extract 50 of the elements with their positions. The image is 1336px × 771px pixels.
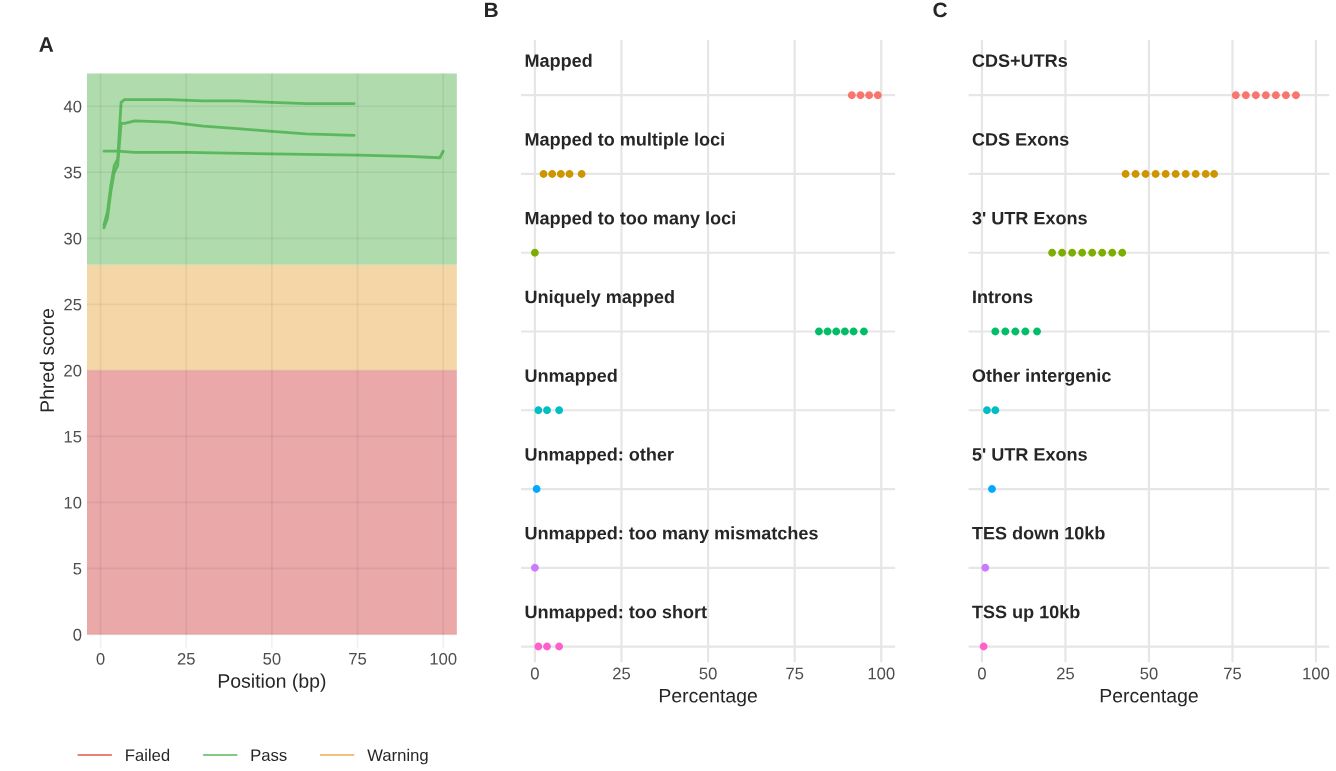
category-label: Mapped to too many loci — [525, 211, 735, 229]
y-tick-label: 10 — [64, 496, 82, 509]
category-label: CDS+UTRs — [972, 54, 1068, 67]
legend-label: Failed — [126, 748, 170, 762]
category-label: Uniquely mapped — [525, 290, 674, 307]
category-label: Unmapped: other — [525, 447, 674, 465]
category-label: Introns — [973, 290, 1033, 304]
y-tick-label: 5 — [73, 562, 82, 575]
category-label: Unmapped: too many mismatches — [525, 526, 818, 544]
category-label: Unmapped: too short — [525, 605, 707, 622]
x-tick-label: 0 — [96, 652, 105, 665]
chart-title: B — [485, 2, 498, 18]
y-tick-label: 30 — [64, 232, 82, 245]
x-axis-title: Percentage — [1100, 688, 1198, 707]
x-tick-label: 50 — [699, 667, 717, 680]
y-tick-label: 15 — [64, 430, 82, 443]
x-tick-label: 100 — [868, 667, 895, 680]
chart-title: A — [39, 37, 54, 52]
x-tick-label: 100 — [1303, 667, 1330, 680]
x-tick-label: 75 — [1224, 667, 1242, 680]
y-tick-label: 35 — [64, 166, 82, 179]
x-tick-label: 50 — [1140, 667, 1158, 680]
category-label: Unmapped — [525, 368, 617, 386]
legend-label: Warning — [367, 748, 428, 765]
category-label: Other intergenic — [972, 368, 1111, 386]
category-label: 3' UTR Exons — [972, 211, 1087, 225]
x-tick-label: 25 — [1057, 667, 1075, 680]
x-tick-label: 25 — [177, 652, 195, 665]
y-axis-title: Phred score — [39, 308, 55, 412]
x-axis-title: Percentage — [659, 688, 757, 707]
x-tick-label: 75 — [349, 653, 367, 665]
x-axis-title: Position (bp) — [218, 673, 326, 692]
x-tick-label: 0 — [977, 667, 986, 680]
x-tick-label: 0 — [530, 667, 539, 680]
category-label: TSS up 10kb — [972, 605, 1080, 622]
y-tick-label: 25 — [64, 298, 82, 311]
category-label: Mapped to multiple loci — [525, 132, 724, 150]
legend-label: Pass — [251, 749, 287, 762]
y-tick-label: 20 — [64, 364, 82, 377]
x-tick-label: 75 — [786, 667, 804, 680]
y-tick-label: 40 — [63, 100, 82, 113]
category-label: 5' UTR Exons — [972, 448, 1087, 461]
category-label: TES down 10kb — [972, 526, 1105, 540]
chart-title: C — [933, 2, 947, 18]
x-tick-label: 100 — [430, 652, 457, 665]
category-label: Mapped — [525, 53, 592, 71]
x-tick-label: 25 — [613, 667, 631, 680]
x-tick-label: 50 — [263, 652, 281, 665]
y-tick-label: 0 — [73, 628, 82, 641]
category-label: CDS Exons — [972, 132, 1069, 146]
